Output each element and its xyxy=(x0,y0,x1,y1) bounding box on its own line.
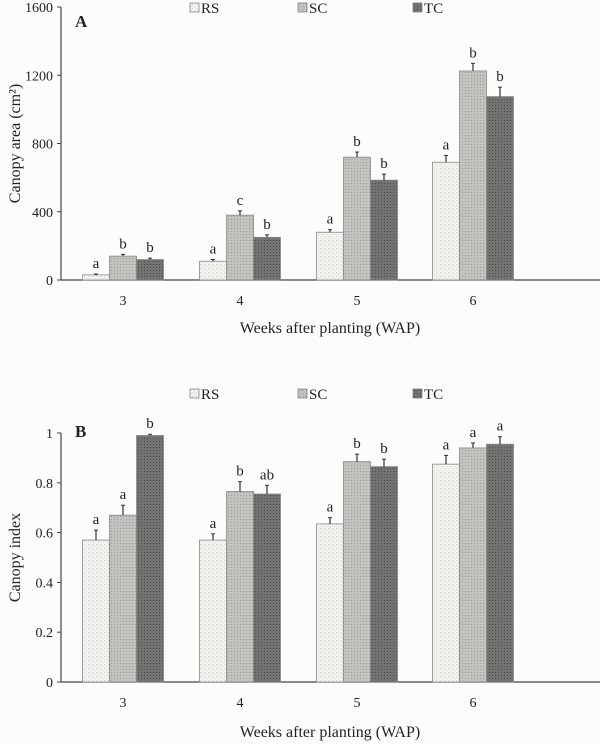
y-tick-label: 0 xyxy=(46,676,53,691)
y-tick-label: 1 xyxy=(46,427,53,442)
y-tick-label: 0.6 xyxy=(36,527,54,542)
significance-letter: b xyxy=(469,45,477,61)
significance-letter: b xyxy=(146,416,154,432)
legend-label: RS xyxy=(201,1,219,17)
significance-letter: a xyxy=(93,512,100,528)
bar-rs-week-3 xyxy=(82,274,110,281)
y-tick-label: 800 xyxy=(32,138,53,153)
chart-panel-b: 0 0.2 0.4 0.6 0.8 1 3 4 5 6 Weeks after planting (… xyxy=(7,387,600,741)
bar-rs-week-4 xyxy=(199,539,227,683)
significance-letter: a xyxy=(443,137,450,153)
panel-label: B xyxy=(75,422,86,441)
y-tick-label: 0.4 xyxy=(36,576,54,591)
bar-sc-week-4 xyxy=(226,214,254,281)
legend-label: TC xyxy=(424,1,443,17)
panel-label: A xyxy=(75,12,88,31)
legend-label: RS xyxy=(201,387,219,403)
bar-tc-week-5 xyxy=(370,466,398,683)
significance-letter: a xyxy=(93,256,100,272)
bar-tc-week-6 xyxy=(486,443,514,683)
bar-sc-week-3 xyxy=(109,255,137,281)
x-tick-label: 6 xyxy=(470,294,477,309)
bar-sc-week-5 xyxy=(343,156,371,281)
legend-swatch xyxy=(297,388,308,399)
y-tick-label: 0.2 xyxy=(36,626,54,641)
significance-letter: b xyxy=(236,464,244,480)
legend-label: SC xyxy=(309,1,327,17)
bar-rs-week-3 xyxy=(82,539,110,683)
significance-letter: a xyxy=(327,212,334,228)
y-tick-label: 1600 xyxy=(25,1,53,16)
significance-letter: ab xyxy=(260,467,274,483)
bar-rs-week-5 xyxy=(316,523,344,683)
bar-tc-week-4 xyxy=(253,493,281,683)
x-tick-label: 3 xyxy=(120,294,127,309)
y-tick-label: 400 xyxy=(32,206,53,221)
bar-tc-week-4 xyxy=(253,236,281,281)
bar-sc-week-3 xyxy=(109,514,137,683)
significance-letter: b xyxy=(380,441,388,457)
bar-tc-week-3 xyxy=(136,435,164,683)
legend-swatch xyxy=(297,2,308,13)
significance-letter: a xyxy=(120,487,127,503)
bar-sc-week-6 xyxy=(459,70,487,281)
bar-rs-week-4 xyxy=(199,260,227,281)
legend-label: SC xyxy=(309,387,327,403)
y-tick-label: 0 xyxy=(46,274,53,289)
significance-letter: b xyxy=(353,436,361,452)
bar-rs-week-6 xyxy=(432,161,460,281)
x-tick-label: 4 xyxy=(237,294,244,309)
significance-letter: b xyxy=(146,240,154,256)
y-axis-title: Canopy index xyxy=(7,513,24,602)
legend-swatch xyxy=(189,388,200,399)
bar-tc-week-6 xyxy=(486,96,514,281)
significance-letter: b xyxy=(496,69,504,85)
x-tick-label: 5 xyxy=(354,696,361,711)
bar-tc-week-3 xyxy=(136,259,164,281)
significance-letter: c xyxy=(237,193,244,209)
x-tick-label: 4 xyxy=(237,696,244,711)
legend-label: TC xyxy=(424,387,443,403)
y-tick-label: 0.8 xyxy=(36,477,54,492)
legend-swatch xyxy=(412,2,423,13)
legend-swatch xyxy=(412,388,423,399)
x-axis-title: Weeks after planting (WAP) xyxy=(240,724,420,741)
x-axis-title: Weeks after planting (WAP) xyxy=(240,320,420,337)
bar-sc-week-4 xyxy=(226,491,254,683)
x-tick-label: 6 xyxy=(470,696,477,711)
y-axis-title: Canopy area (cm²) xyxy=(7,84,24,203)
significance-letter: a xyxy=(497,419,504,435)
significance-letter: b xyxy=(353,134,361,150)
significance-letter: b xyxy=(119,236,127,252)
significance-letter: b xyxy=(263,217,271,233)
significance-letter: b xyxy=(380,156,388,172)
significance-letter: a xyxy=(443,437,450,453)
bar-rs-week-6 xyxy=(432,463,460,683)
bar-sc-week-6 xyxy=(459,447,487,683)
significance-letter: a xyxy=(327,500,334,516)
bar-sc-week-5 xyxy=(343,461,371,683)
y-tick-label: 1200 xyxy=(25,69,53,84)
significance-letter: a xyxy=(210,516,217,532)
legend-swatch xyxy=(189,2,200,13)
significance-letter: a xyxy=(210,242,217,258)
bar-rs-week-5 xyxy=(316,231,344,281)
x-tick-label: 3 xyxy=(120,696,127,711)
chart-panel-a: 0 400 800 1200 1600 3 4 5 6 Weeks after planting … xyxy=(7,1,600,337)
bar-tc-week-5 xyxy=(370,179,398,281)
x-tick-label: 5 xyxy=(354,294,361,309)
significance-letter: a xyxy=(470,425,477,441)
